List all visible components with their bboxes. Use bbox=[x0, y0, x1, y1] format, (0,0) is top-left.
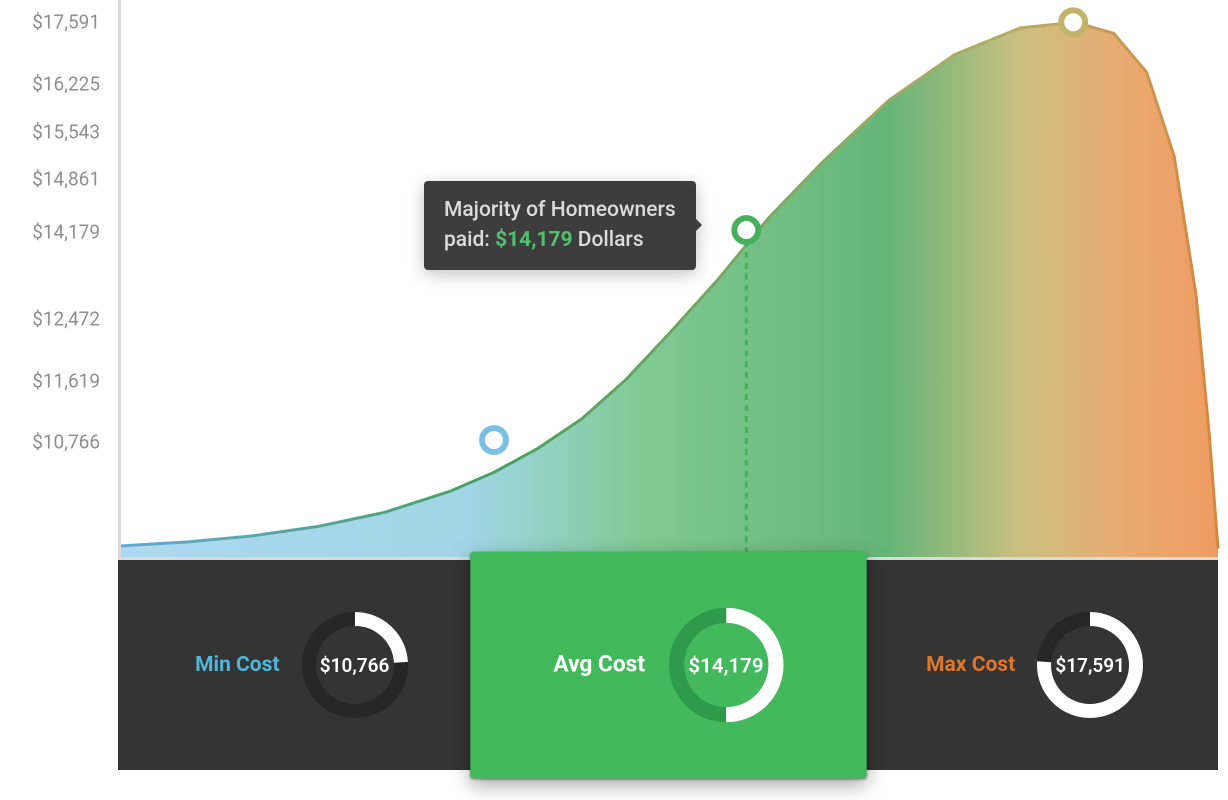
tooltip-amount: $14,179 bbox=[495, 228, 572, 252]
summary-cards: Min Cost $10,766 Avg Cost $14,179 Max Cost $1… bbox=[118, 560, 1218, 770]
avg-tooltip: Majority of Homeowners paid: $14,179 Dol… bbox=[424, 181, 696, 270]
chart-svg bbox=[121, 0, 1218, 557]
card-min: Min Cost $10,766 bbox=[118, 560, 485, 770]
y-tick-label: $15,543 bbox=[0, 120, 100, 143]
card-avg: Avg Cost $14,179 bbox=[470, 552, 866, 779]
marker-max bbox=[1061, 10, 1085, 34]
tooltip-line-2: paid: $14,179 Dollars bbox=[444, 225, 676, 255]
marker-avg bbox=[734, 218, 758, 242]
tooltip-suffix: Dollars bbox=[573, 228, 644, 252]
y-axis-labels: $17,591 $16,225 $15,543 $14,861 $14,179 $12,4… bbox=[0, 0, 110, 560]
progress-ring: $14,179 bbox=[668, 608, 782, 722]
card-max: Max Cost $17,591 bbox=[851, 560, 1218, 770]
y-tick-label: $12,472 bbox=[0, 308, 100, 331]
area-fill bbox=[121, 22, 1218, 557]
progress-ring: $17,591 bbox=[1037, 612, 1143, 718]
y-tick-label: $16,225 bbox=[0, 73, 100, 96]
card-label: Avg Cost bbox=[553, 652, 645, 678]
tooltip-line-1: Majority of Homeowners bbox=[444, 195, 676, 225]
y-tick-label: $10,766 bbox=[0, 431, 100, 454]
y-tick-label: $11,619 bbox=[0, 369, 100, 392]
y-tick-label: $14,179 bbox=[0, 221, 100, 244]
card-label: Min Cost bbox=[195, 653, 279, 677]
card-label: Max Cost bbox=[926, 653, 1015, 677]
card-value: $10,766 bbox=[302, 612, 408, 718]
tooltip-prefix: paid: bbox=[444, 228, 495, 252]
marker-min bbox=[482, 428, 506, 452]
chart-plot-area: Majority of Homeowners paid: $14,179 Dol… bbox=[118, 0, 1218, 560]
y-tick-label: $14,861 bbox=[0, 168, 100, 191]
y-tick-label: $17,591 bbox=[0, 11, 100, 34]
cost-distribution-chart: $17,591 $16,225 $15,543 $14,861 $14,179 $12,4… bbox=[0, 0, 1228, 600]
card-value: $14,179 bbox=[668, 608, 782, 722]
progress-ring: $10,766 bbox=[302, 612, 408, 718]
card-value: $17,591 bbox=[1037, 612, 1143, 718]
